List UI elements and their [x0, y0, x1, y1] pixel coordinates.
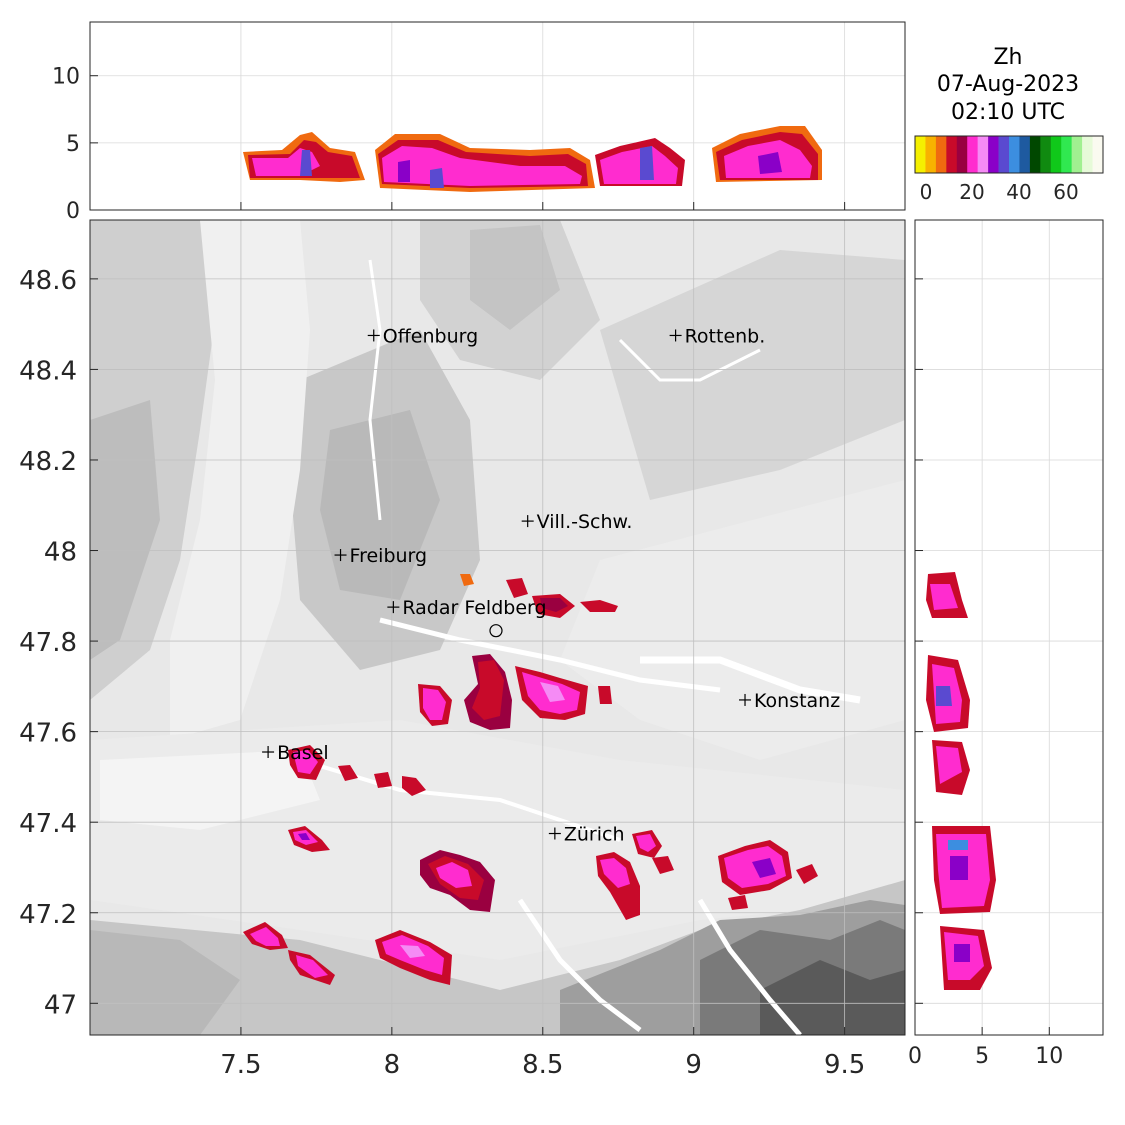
right-profile-echoes	[926, 572, 996, 990]
map-y-tick-label: 47.6	[19, 719, 77, 749]
colorbar-swatch	[988, 136, 999, 173]
echo-cell	[375, 930, 452, 985]
city-label: Radar Feldberg	[402, 597, 546, 619]
map-x-tick-label: 9.5	[824, 1050, 865, 1080]
right-panel-x-tick-labels: 0 5 10	[908, 1044, 1063, 1069]
map-y-tick-label: 47.4	[19, 809, 77, 839]
map-x-tick-labels: 7.5 8 8.5 9 9.5	[220, 1050, 865, 1080]
colorbar-tick-label: 20	[959, 180, 984, 204]
city-marker: Vill.-Schw.	[521, 511, 633, 533]
city-label: Offenburg	[383, 325, 478, 347]
echo-cell	[288, 745, 426, 796]
map-y-tick-label: 48.2	[19, 447, 77, 477]
echo-cell	[596, 830, 674, 920]
colorbar-tick-label: 40	[1006, 180, 1031, 204]
map-y-tick-label: 48	[44, 538, 77, 568]
map-x-tick-label: 8.5	[522, 1050, 563, 1080]
colorbar-swatch	[925, 136, 937, 173]
map-y-tick-label: 47.8	[19, 628, 77, 658]
legend-block: Zh 07-Aug-2023 02:10 UTC 0 20 40 60	[914, 45, 1104, 204]
map-x-tick-label: 7.5	[220, 1050, 261, 1080]
colorbar-swatch	[977, 136, 989, 173]
top-y-tick-label: 0	[66, 199, 80, 224]
city-label: Vill.-Schw.	[537, 511, 633, 533]
map-x-tick-label: 9	[685, 1050, 702, 1080]
right-profile-panel: 0 5 10	[908, 219, 1104, 1069]
city-marker: Basel	[262, 742, 329, 764]
echo-cell	[418, 654, 612, 730]
city-label: Basel	[277, 742, 329, 764]
right-panel-frame	[914, 219, 1104, 1036]
colorbar-swatch	[1061, 136, 1072, 173]
colorbar-swatch	[998, 136, 1010, 173]
colorbar-tick-label: 0	[920, 180, 933, 204]
city-marker: Offenburg	[367, 325, 478, 347]
city-label: Konstanz	[754, 690, 840, 712]
colorbar-swatch	[956, 136, 968, 173]
map-y-tick-label: 47.2	[19, 900, 77, 930]
map-y-tick-label: 47	[44, 990, 77, 1020]
colorbar-swatch	[915, 136, 926, 173]
colorbar-swatch	[1082, 136, 1093, 173]
map-panel: Offenburg Rottenb. Vill.-Schw. Freiburg Rada…	[19, 219, 906, 1080]
top-profile-panel: 0 5 10	[52, 21, 906, 224]
colorbar-swatch	[967, 136, 978, 173]
field-name: Zh	[993, 45, 1022, 70]
map-y-tick-label: 48.4	[19, 356, 77, 386]
city-label: Zürich	[564, 824, 625, 846]
time-label: 02:10 UTC	[951, 100, 1065, 125]
top-y-tick-label: 10	[52, 65, 80, 90]
colorbar-swatch	[1009, 136, 1020, 173]
colorbar-swatch	[1040, 136, 1052, 173]
colorbar-swatch	[1071, 136, 1083, 173]
right-x-tick-label: 5	[975, 1044, 989, 1069]
city-marker: Freiburg	[334, 545, 428, 567]
map-y-tick-label: 48.6	[19, 266, 77, 296]
map-grid	[90, 220, 905, 1035]
city-marker: Radar Feldberg	[387, 597, 547, 619]
colorbar-swatch	[946, 136, 958, 173]
colorbar-tick-labels: 0 20 40 60	[920, 180, 1079, 204]
city-label: Freiburg	[350, 545, 428, 567]
colorbar-swatch	[935, 136, 947, 173]
map-x-tick-label: 8	[384, 1050, 401, 1080]
right-x-tick-label: 10	[1035, 1044, 1063, 1069]
colorbar-swatch	[1019, 136, 1031, 173]
colorbar	[915, 136, 1104, 173]
city-marker: Zürich	[548, 824, 625, 846]
colorbar-swatch	[1029, 136, 1041, 173]
map-y-tick-labels: 48.6 48.4 48.2 48 47.8 47.6 47.4 47.2 47	[19, 266, 77, 1020]
echo-cell	[243, 922, 335, 985]
top-panel-frame	[89, 21, 906, 211]
echo-cell	[420, 850, 495, 912]
right-x-tick-label: 0	[908, 1044, 922, 1069]
echo-cell	[718, 840, 818, 910]
city-marker: Konstanz	[739, 690, 840, 712]
colorbar-swatch	[1092, 136, 1104, 173]
colorbar-frame	[914, 135, 1104, 174]
colorbar-swatch	[1050, 136, 1062, 173]
top-profile-echoes	[243, 126, 822, 192]
map-frame	[89, 219, 906, 1036]
city-markers: Offenburg Rottenb. Vill.-Schw. Freiburg Rada…	[262, 325, 840, 846]
reflectivity-echoes	[243, 574, 818, 985]
top-y-tick-label: 5	[66, 132, 80, 157]
top-panel-y-tick-labels: 0 5 10	[52, 65, 80, 224]
echo-cell	[460, 574, 618, 618]
city-marker: Rottenb.	[669, 325, 766, 347]
city-label: Rottenb.	[685, 325, 766, 347]
echo-cell	[288, 826, 330, 852]
colorbar-tick-label: 60	[1053, 180, 1078, 204]
date-label: 07-Aug-2023	[937, 72, 1079, 97]
radar-site-marker	[489, 624, 503, 638]
terrain-layer	[90, 220, 905, 1035]
